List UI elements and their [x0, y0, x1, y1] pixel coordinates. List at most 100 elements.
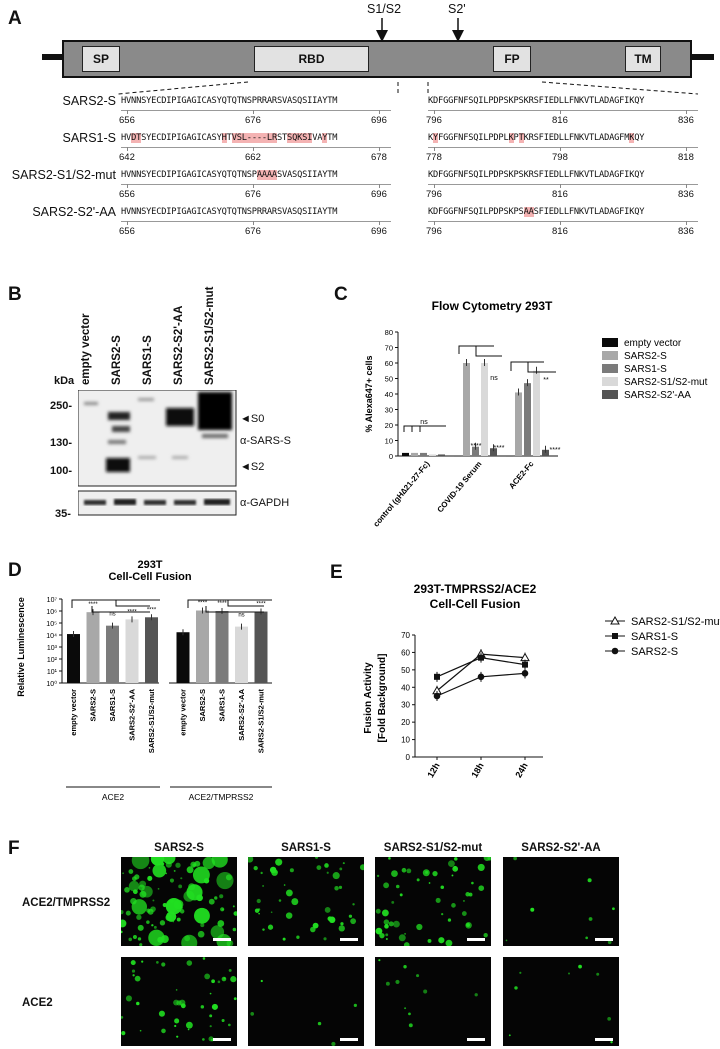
micrograph-column-title: SARS2-S1/S2-mut	[383, 842, 483, 854]
fluorescent-cell	[519, 971, 522, 974]
bar	[86, 612, 100, 683]
fluorescent-cell	[128, 880, 140, 892]
x-category-label: SARS1-S	[218, 689, 227, 722]
western-blot	[78, 390, 237, 516]
fluorescent-cell	[150, 857, 165, 866]
fluorescent-cell	[607, 940, 612, 945]
band-s2-label: ◄S2	[240, 461, 265, 473]
micrograph-image	[375, 857, 491, 946]
ruler-tick	[253, 221, 254, 225]
marker-250: 250-	[50, 400, 73, 412]
fluorescent-cell	[338, 885, 343, 889]
kda-label: kDa	[54, 375, 75, 387]
fluorescent-cell	[375, 908, 381, 914]
residue-number: 796	[426, 189, 442, 200]
fluorescent-cell	[285, 912, 293, 919]
residue-number: 678	[371, 152, 387, 163]
bar	[402, 452, 409, 456]
fluorescent-cell	[122, 872, 124, 875]
x-category-label: SARS2-S1/S2-mut	[257, 689, 266, 754]
scale-bar	[340, 938, 358, 941]
residue-number: 696	[371, 115, 387, 126]
fluorescent-cell	[378, 959, 381, 962]
fluorescent-cell	[350, 918, 357, 925]
sequence-s1s2-region: HVNNSYECDIPIGAGICASYQTQTNSPAAAASVASQSIIA…	[121, 170, 338, 180]
fluorescent-cell	[254, 908, 260, 913]
fluorescent-cell	[202, 1038, 205, 1041]
fluorescent-cell	[275, 858, 283, 866]
micrograph-row-title: ACE2/TMPRSS2	[22, 897, 111, 909]
y-tick-label: 10²	[47, 657, 58, 664]
chart-title: 293T-TMPRSS2/ACE2	[414, 582, 537, 596]
y-tick-label: 50	[385, 375, 393, 384]
bar	[411, 452, 418, 456]
blot-lane-label: empty vector	[80, 313, 92, 385]
fluorescent-cell	[180, 877, 183, 880]
y-tick-label: 30	[385, 406, 393, 415]
y-tick-label: 10⁷	[47, 597, 58, 604]
ruler-tick	[127, 221, 128, 225]
fluorescent-cell	[530, 907, 535, 912]
fluorescent-cell	[174, 1024, 177, 1028]
fluorescent-cell	[220, 907, 225, 912]
domain-sp: SP	[82, 46, 120, 72]
fluorescent-cell	[422, 869, 430, 877]
micrograph	[503, 957, 619, 1046]
fluorescent-cell	[193, 907, 210, 924]
fluorescent-cell	[187, 1028, 190, 1031]
ruler-tick	[379, 110, 380, 114]
fluorescent-cell	[454, 857, 458, 861]
y-tick-label: 10⁰	[46, 680, 57, 688]
sig-label: ns	[490, 375, 498, 382]
chart-title: 293T	[137, 560, 162, 571]
sequence-name: SARS2-S1/S2-mut	[11, 168, 116, 182]
residue-number: 696	[371, 189, 387, 200]
fluorescent-cell	[342, 862, 345, 865]
domain-rbd: RBD	[254, 46, 369, 72]
x-tick-label: 24h	[513, 761, 529, 779]
sequence-name: SARS1-S	[62, 131, 117, 145]
fluorescent-cell	[359, 864, 364, 871]
fluorescent-cell	[465, 922, 472, 929]
sig-label: ****	[471, 443, 482, 450]
panel-label-a: A	[8, 8, 22, 29]
fluorescent-cell	[323, 937, 327, 941]
y-tick-label: 10³	[47, 645, 58, 652]
fluorescent-cell	[253, 865, 258, 871]
fluorescent-cell	[233, 997, 237, 1001]
ruler-tick	[253, 147, 254, 151]
fluorescent-cell	[403, 965, 407, 969]
data-point	[433, 692, 441, 700]
residue-number: 816	[552, 189, 568, 200]
residue-number: 816	[552, 226, 568, 237]
x-category-label: empty vector	[69, 689, 78, 736]
fluorescent-cell	[228, 968, 232, 972]
fluorescent-cell	[408, 1023, 413, 1028]
sequence-ruler	[121, 110, 391, 111]
fluorescent-cell	[348, 914, 353, 918]
fluorescent-cell	[451, 903, 456, 908]
fluorescent-cell	[310, 926, 316, 933]
sig-label: ****	[550, 447, 561, 454]
bar	[67, 634, 80, 683]
legend-entry: SARS2-S	[631, 646, 678, 658]
fluorescent-cell	[385, 981, 390, 986]
residue-number: 662	[245, 152, 261, 163]
fluorescent-cell	[388, 921, 394, 927]
sig-label: ****	[256, 602, 266, 608]
micrograph	[121, 857, 237, 946]
fluorescent-cell	[192, 866, 210, 884]
x-category-label: SARS2-S	[89, 689, 98, 722]
fluorescent-cell	[165, 872, 168, 875]
fluorescent-cell	[447, 918, 452, 922]
micrograph-image	[121, 957, 237, 1042]
fluorescent-cell	[567, 972, 571, 975]
fluorescent-cell	[451, 874, 454, 877]
fluorescent-cell	[185, 1021, 193, 1029]
sequence-s1s2-region: HVNNSYECDIPIGAGICASYQTQTNSPRRARSVASQSIIA…	[121, 96, 338, 106]
legend-swatch	[602, 338, 618, 347]
x-category-label: SARS2-S2'-AA	[237, 688, 246, 740]
fluorescent-cell	[121, 1031, 126, 1036]
fluorescent-cell	[381, 909, 389, 917]
y-tick-label: 30	[401, 701, 410, 710]
